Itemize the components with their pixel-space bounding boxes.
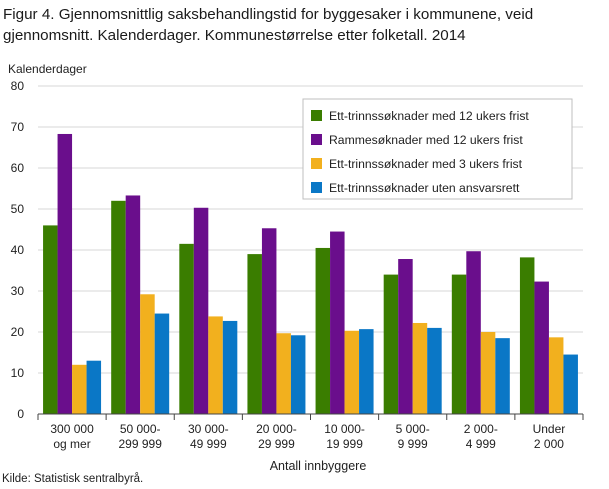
bar [193, 207, 209, 414]
legend-label: Ett-trinnssøknader med 12 ukers frist [329, 109, 529, 123]
bar [383, 274, 399, 414]
y-tick-label: 70 [11, 120, 25, 134]
source-note: Kilde: Statistisk sentralbyrå. [2, 473, 144, 485]
y-axis-label: Kalenderdager [8, 62, 87, 76]
x-tick-label: 49 999 [190, 437, 227, 451]
x-tick-label: Under [533, 422, 566, 436]
x-tick-label: og mer [53, 437, 90, 451]
x-axis-ticks [37, 414, 584, 420]
y-tick-label: 80 [11, 79, 25, 93]
x-tick-label: 29 999 [258, 437, 295, 451]
bar [548, 337, 564, 414]
bar [330, 231, 345, 414]
x-tick-label: 300 000 [50, 422, 94, 436]
bar [276, 333, 291, 414]
bar [86, 360, 102, 414]
legend-swatch [311, 110, 322, 121]
legend-swatch [311, 158, 322, 169]
y-tick-label: 0 [17, 407, 24, 421]
x-tick-label: 20 000- [256, 422, 297, 436]
y-tick-label: 40 [11, 243, 25, 257]
y-tick-label: 50 [11, 202, 25, 216]
bar [261, 228, 277, 414]
bar [111, 200, 126, 414]
y-tick-label: 20 [11, 325, 25, 339]
bar [72, 364, 87, 414]
bar [125, 195, 141, 414]
bar [154, 313, 170, 414]
legend-swatch [311, 134, 322, 145]
bar [222, 320, 238, 414]
bar [519, 257, 535, 414]
bar [427, 327, 442, 414]
y-axis-ticks: 0 10 20 30 40 50 60 70 80 [11, 79, 25, 421]
bar [57, 133, 73, 414]
legend-label: Rammesøknader med 12 ukers frist [329, 133, 523, 147]
bar [412, 322, 428, 414]
bar [451, 274, 467, 414]
bar [290, 335, 306, 414]
x-tick-label: 10 000- [324, 422, 365, 436]
x-axis-label: Antall innbyggere [270, 459, 367, 473]
y-tick-label: 60 [11, 161, 25, 175]
bar [466, 251, 481, 414]
bar [179, 243, 194, 414]
bar [43, 225, 58, 414]
legend-label: Ett-trinnssøknader uten ansvarsrett [329, 181, 520, 195]
x-tick-label: 19 999 [326, 437, 363, 451]
bar [534, 281, 549, 414]
legend-label: Ett-trinnssøknader med 3 ukers frist [329, 157, 523, 171]
legend: Ett-trinnssøknader med 12 ukers frist Ram… [302, 98, 573, 200]
x-tick-label: 9 999 [398, 437, 428, 451]
bar [315, 247, 331, 414]
x-tick-label: 50 000- [120, 422, 161, 436]
legend-box [302, 98, 573, 200]
bar [359, 329, 374, 414]
bar [208, 316, 223, 414]
bar [480, 332, 496, 414]
x-tick-label: 30 000- [188, 422, 229, 436]
bar-series [43, 133, 578, 414]
y-tick-label: 30 [11, 284, 25, 298]
bar [247, 254, 262, 414]
legend-swatch [311, 182, 322, 193]
y-tick-label: 10 [11, 366, 25, 380]
chart-title: Figur 4. Gjennomsnittlig saksbehandlings… [3, 6, 534, 44]
x-tick-label: 2 000 [534, 437, 564, 451]
bar [140, 294, 155, 414]
x-tick-label: 299 999 [118, 437, 162, 451]
bar [344, 330, 360, 414]
bar [398, 259, 413, 414]
x-tick-label: 2 000- [464, 422, 498, 436]
x-tick-label: 5 000- [396, 422, 430, 436]
x-tick-label: 4 999 [466, 437, 496, 451]
bar [563, 354, 578, 414]
bar [495, 338, 510, 414]
